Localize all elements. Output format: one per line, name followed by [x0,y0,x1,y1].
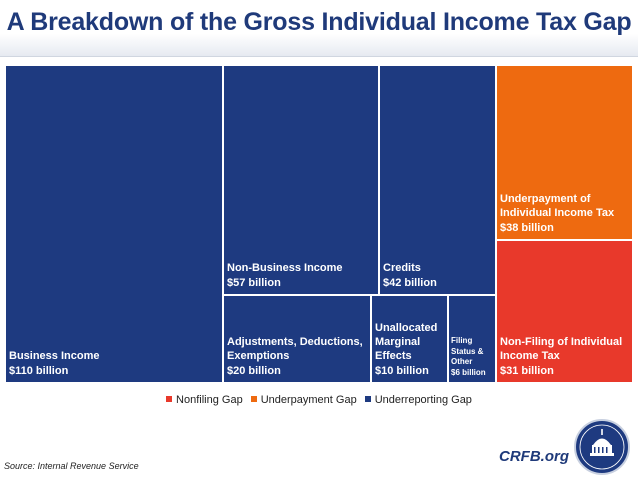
tile-label-line: Exemptions [227,350,290,363]
tile-label: Credits $42 billion [383,261,493,290]
legend-entry: Nonfiling Gap [166,394,243,406]
tile-label: Non-Filing of Individual Income Tax $31 bi… [500,335,630,378]
tile-value-label: $20 billion [227,364,281,377]
tile-non-business-income: Non-Business Income $57 billion [224,66,380,296]
tile-value-label: $10 billion [375,364,429,377]
tile-label-line: Effects [375,350,412,363]
legend-swatch [166,396,173,403]
tile-label-line: Non-Filing of Individual [500,336,623,349]
tile-label-line: Other [451,357,473,367]
tile-value-label: $31 billion [500,364,554,377]
tile-unallocated: Unallocated Marginal Effects $10 billion [372,296,449,384]
title-bar: A Breakdown of the Gross Individual Inco… [0,0,638,57]
tile-label-line: Filing [451,336,473,346]
legend: Nonfiling Gap Underpayment Gap Underreport… [0,394,638,406]
tile-value-label: $110 billion [9,364,69,377]
treemap: Business Income $110 billion Non-Business … [6,66,634,384]
tile-value-label: $6 billion [451,367,486,377]
legend-swatch [364,396,371,403]
tile-label-line: Marginal [375,336,421,349]
brand-link[interactable]: CRFB.org [499,448,569,465]
tile-label: Adjustments, Deductions, Exemptions $20 bi… [227,335,368,378]
legend-label: Underpayment Gap [260,394,357,406]
tile-label-line: Business Income [9,350,100,363]
tile-credits: Credits $42 billion [380,66,497,296]
legend-swatch [250,396,257,403]
legend-label: Nonfiling Gap [176,394,243,406]
tile-label-line: Individual Income Tax [500,207,615,220]
tile-business-income: Business Income $110 billion [6,66,224,384]
source-note: Source: Internal Revenue Service [4,461,139,471]
tile-label-line: Underpayment of [500,193,591,206]
tile-label: Underpayment of Individual Income Tax $38 … [500,192,630,235]
legend-entry: Underpayment Gap [250,394,357,406]
tile-label-line: Unallocated [375,321,438,334]
tile-label: Business Income $110 billion [9,349,220,378]
chart-title: A Breakdown of the Gross Individual Inco… [6,8,632,36]
legend-entry: Underreporting Gap [364,394,472,406]
tile-label-line: Adjustments, Deductions, [227,336,363,349]
tile-label: Non-Business Income $57 billion [227,261,376,290]
tile-value-label: $38 billion [500,221,554,234]
tile-label-line: Income Tax [500,350,560,363]
tile-adjustments: Adjustments, Deductions, Exemptions $20 bi… [224,296,372,384]
tile-value-label: $42 billion [383,276,437,289]
tile-label: Filing Status & Other $6 billion [451,336,493,378]
tile-filing-status: Filing Status & Other $6 billion [449,296,497,384]
legend-label: Underreporting Gap [374,394,472,406]
tile-label-line: Credits [383,262,421,275]
tile-label: Unallocated Marginal Effects $10 billion [375,321,445,378]
tile-label-line: Status & [451,346,484,356]
tile-label-line: Non-Business Income [227,262,343,275]
tile-value-label: $57 billion [227,276,281,289]
tile-non-filing: Non-Filing of Individual Income Tax $31 bi… [497,241,634,384]
crfb-seal-icon [574,419,630,475]
tile-underpayment: Underpayment of Individual Income Tax $38 … [497,66,634,241]
